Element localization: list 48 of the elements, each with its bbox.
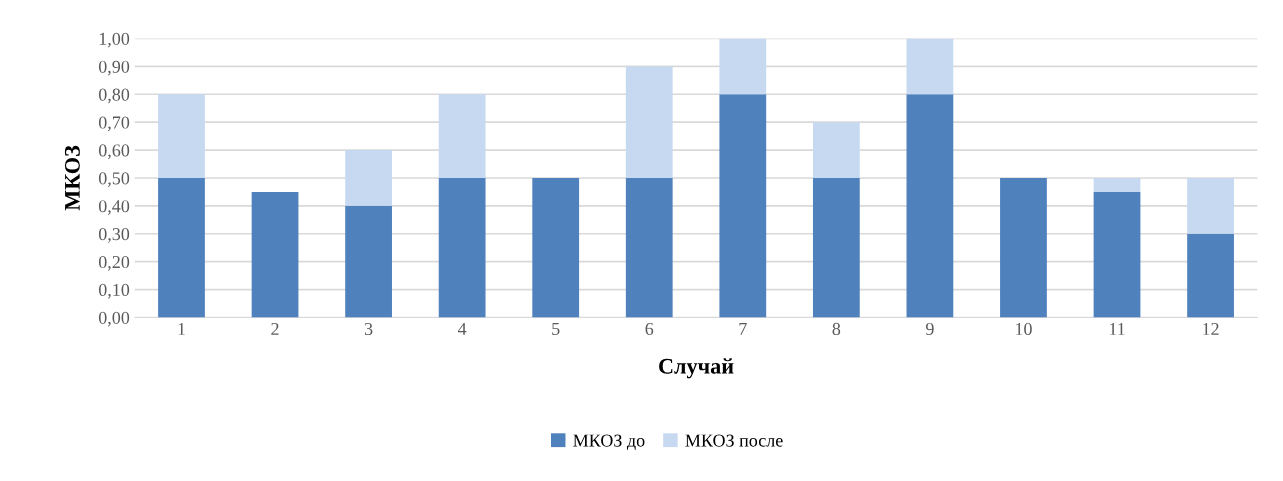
bar bbox=[812, 177, 860, 318]
bar bbox=[251, 191, 299, 318]
bar bbox=[906, 94, 954, 318]
x-tick-label: 5 bbox=[552, 323, 560, 336]
y-tick-label: 0,60 bbox=[98, 144, 130, 160]
x-tick-label: 7 bbox=[739, 323, 747, 335]
bar bbox=[532, 177, 580, 318]
x-tick-label: 9 bbox=[925, 322, 934, 336]
x-tick-label: 2 bbox=[271, 322, 279, 335]
bar bbox=[345, 205, 392, 318]
bar bbox=[158, 177, 205, 318]
bar bbox=[719, 38, 767, 95]
x-tick-label: 11 bbox=[1109, 322, 1125, 335]
x-tick-label: 3 bbox=[364, 322, 373, 336]
x-axis-title: Случай bbox=[659, 358, 734, 379]
y-tick-label: 0,70 bbox=[98, 116, 130, 132]
x-tick-label: 8 bbox=[832, 322, 841, 336]
bar bbox=[438, 94, 486, 178]
legend-label: МКОЗ до bbox=[573, 434, 645, 450]
bar bbox=[812, 122, 860, 178]
bar bbox=[1000, 177, 1047, 318]
legend-label: МКОЗ после bbox=[685, 434, 783, 447]
bar bbox=[625, 66, 673, 178]
y-tick-label: 0,40 bbox=[98, 200, 130, 215]
x-tick-label: 1 bbox=[178, 322, 185, 335]
y-axis-title: МКОЗ bbox=[64, 145, 80, 211]
y-tick-label: 0,00 bbox=[98, 311, 130, 327]
bar bbox=[1187, 177, 1234, 234]
y-tick-label: 1,00 bbox=[99, 32, 130, 48]
bar bbox=[1093, 191, 1141, 318]
bar bbox=[625, 177, 673, 318]
y-tick-label: 0,90 bbox=[98, 60, 130, 76]
y-tick-label: 0,50 bbox=[98, 172, 130, 188]
y-tick-label: 0,80 bbox=[98, 88, 130, 104]
bar bbox=[158, 94, 205, 178]
y-tick-label: 0,10 bbox=[98, 283, 130, 299]
bar bbox=[345, 150, 392, 206]
x-tick-label: 6 bbox=[645, 322, 654, 336]
y-tick-label: 0,20 bbox=[98, 255, 130, 271]
bar bbox=[1187, 233, 1234, 318]
x-tick-label: 4 bbox=[457, 322, 467, 335]
y-tick-label: 0,30 bbox=[98, 228, 130, 243]
bar bbox=[906, 38, 954, 95]
x-tick-label: 10 bbox=[1016, 322, 1032, 336]
bar bbox=[719, 94, 767, 318]
bar bbox=[438, 177, 486, 318]
x-tick-label: 12 bbox=[1203, 322, 1219, 335]
bar bbox=[1093, 177, 1141, 192]
